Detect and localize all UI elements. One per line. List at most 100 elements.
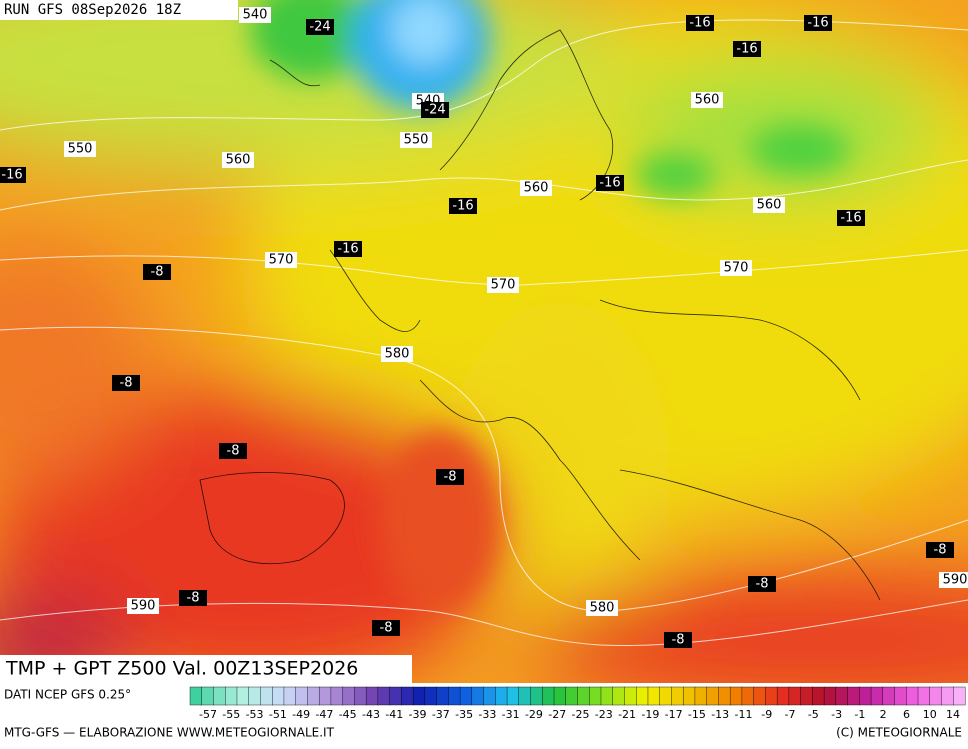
run-label: RUN GFS 08Sep2026 18Z (4, 2, 181, 18)
scale-swatch (436, 686, 449, 706)
scale-label: -45 (339, 708, 357, 721)
scale-label: 10 (923, 708, 937, 721)
scale-swatch (365, 686, 379, 706)
scale-swatch (542, 686, 555, 706)
isoline-label-box (487, 277, 519, 293)
title-box (0, 655, 412, 683)
scale-swatch (342, 686, 355, 706)
temperature-label-box (733, 41, 761, 57)
scale-swatch (882, 686, 896, 706)
scale-swatch (213, 686, 226, 706)
scale-swatch (671, 686, 684, 706)
temperature-label-box (837, 210, 865, 226)
isoline-label-box (720, 260, 752, 276)
temperature-label: -16 (840, 211, 861, 226)
isoline-label-box (400, 132, 432, 148)
scale-swatch (859, 686, 872, 706)
scale-label: -49 (292, 708, 310, 721)
scale-swatch (659, 686, 672, 706)
temperature-label: -16 (736, 42, 757, 57)
temperature-label: -8 (672, 633, 685, 648)
scale-label: -1 (854, 708, 865, 721)
scale-label: -5 (808, 708, 819, 721)
scale-swatch (201, 686, 214, 706)
scale-swatch (518, 686, 532, 706)
scale-label: -43 (362, 708, 380, 721)
scale-swatch (765, 686, 778, 706)
scale-swatch (800, 686, 813, 706)
scale-swatch (870, 686, 884, 706)
scale-swatch (459, 686, 473, 706)
scale-swatch (307, 686, 320, 706)
temperature-label-box (219, 443, 247, 459)
scale-label: -39 (409, 708, 427, 721)
scale-label: -33 (478, 708, 496, 721)
temperature-label: -8 (756, 577, 769, 592)
scale-swatch (718, 686, 731, 706)
scale-swatch (812, 686, 825, 706)
scale-label: 6 (903, 708, 910, 721)
scale-swatch (917, 686, 931, 706)
scale-swatch (506, 686, 520, 706)
scale-swatch (600, 686, 614, 706)
scale-swatch (823, 686, 837, 706)
isoline-label: 580 (385, 347, 410, 362)
map-field (0, 0, 968, 683)
scale-swatch (225, 686, 238, 706)
temperature-label-box (334, 241, 362, 257)
isoline-label-box (127, 598, 159, 614)
scale-swatch (753, 686, 766, 706)
scale-swatch (741, 686, 755, 706)
scale-swatch (412, 686, 426, 706)
scale-swatch (530, 686, 543, 706)
scale-swatch (389, 686, 402, 706)
temperature-label-box (421, 102, 449, 118)
temperature-label: -16 (337, 242, 358, 257)
scale-label: -35 (455, 708, 473, 721)
scale-swatch (729, 686, 743, 706)
scale-label: 2 (880, 708, 887, 721)
isoline-label: 570 (491, 278, 516, 293)
temperature-label: -16 (599, 176, 620, 191)
scale-swatch (776, 686, 790, 706)
temperature-label: -8 (380, 621, 393, 636)
scale-label: -3 (831, 708, 842, 721)
isoline-label: 560 (226, 153, 251, 168)
scale-label: -17 (665, 708, 683, 721)
scale-swatch (401, 686, 414, 706)
scale-swatch (424, 686, 438, 706)
temperature-label-box (436, 469, 464, 485)
temperature-label: -16 (452, 199, 473, 214)
scale-swatch (283, 686, 297, 706)
scale-swatch (906, 686, 919, 706)
scale-swatch (189, 686, 203, 706)
scale-swatch (236, 686, 250, 706)
scale-swatch (682, 686, 696, 706)
scale-swatch (706, 686, 719, 706)
scale-swatch (271, 686, 285, 706)
scale-swatch (248, 686, 261, 706)
scale-swatch (377, 686, 391, 706)
temperature-label-box (449, 198, 477, 214)
temperature-label: -16 (689, 16, 710, 31)
scale-label: -9 (761, 708, 772, 721)
scale-label: -25 (572, 708, 590, 721)
scale-swatch (318, 686, 332, 706)
temperature-label: -16 (807, 16, 828, 31)
scale-label: -23 (595, 708, 613, 721)
isoline-label-box (64, 141, 96, 157)
run-box (0, 0, 238, 20)
scale-swatch (354, 686, 367, 706)
temperature-label: -8 (934, 543, 947, 558)
scale-label: -31 (502, 708, 520, 721)
scale-swatch (612, 686, 625, 706)
scale-swatch (577, 686, 590, 706)
scale-label: -55 (222, 708, 240, 721)
isoline-label: 540 (243, 8, 268, 23)
scale-label: -47 (315, 708, 333, 721)
isoline-label-box (753, 197, 785, 213)
scale-swatch (471, 686, 485, 706)
scale-label: -27 (548, 708, 566, 721)
